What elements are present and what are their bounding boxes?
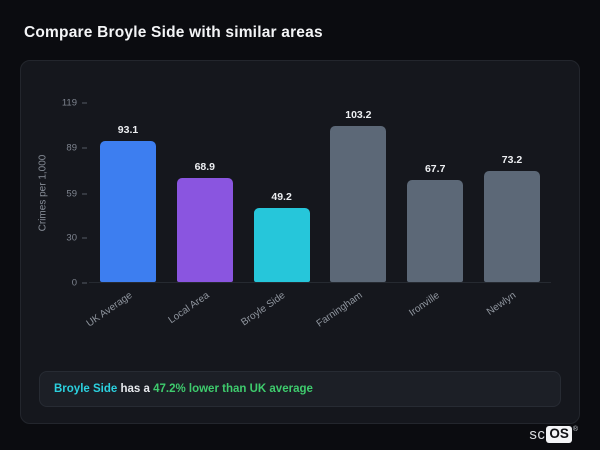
x-axis-label: Newlyn	[485, 290, 519, 318]
bar-ironville	[407, 179, 464, 282]
y-tick-label: 119	[62, 98, 87, 109]
x-axis-label: Local Area	[166, 290, 212, 327]
bar-value-label: 93.1	[117, 124, 139, 137]
tick-mark	[82, 147, 87, 149]
scos-logo: sc OS ®	[529, 426, 578, 443]
logo-text-box: OS	[546, 426, 572, 443]
x-axis-label: UK Average	[84, 290, 135, 330]
summary-area-name: Broyle Side	[54, 383, 118, 395]
x-axis-label: Broyle Side	[239, 290, 288, 329]
tick-mark	[82, 282, 87, 284]
summary-highlight-text: 47.2% lower than UK average	[153, 383, 313, 395]
tick-mark	[82, 193, 87, 195]
bar-newlyn	[483, 171, 540, 282]
y-axis: 0 30 59 89 119	[53, 98, 89, 289]
bar-group-local-area: 68.9 Local Area	[166, 103, 236, 326]
bar-value-label: 49.2	[271, 190, 292, 203]
bar-group-uk-average: 93.1 UK Average	[84, 103, 159, 330]
bar-uk-average	[100, 141, 156, 282]
y-tick-label: 89	[66, 143, 87, 154]
y-tick-label: 59	[66, 188, 87, 199]
bar-group-broyle-side: 49.2 Broyle Side	[240, 103, 313, 328]
bar-chart: Crimes per 1,000 0 30 59 89 119 93.1 UK Avera…	[21, 61, 579, 330]
bar-value-label: 67.7	[424, 162, 446, 175]
y-tick-label: 0	[72, 278, 87, 289]
bar-value-label: 103.2	[345, 108, 372, 121]
tick-mark	[82, 102, 87, 104]
bar-value-label: 68.9	[194, 160, 216, 173]
page-title: Compare Broyle Side with similar areas	[24, 24, 323, 41]
tick-mark	[82, 237, 87, 239]
bar-farningham	[330, 125, 387, 282]
y-tick-label: 30	[66, 232, 87, 243]
chart-card: Crimes per 1,000 0 30 59 89 119 93.1 UK Avera…	[20, 60, 580, 424]
bar-group-newlyn: 73.2 Newlyn	[481, 103, 543, 318]
bar-group-ironville: 67.7 Ironville	[404, 103, 466, 319]
bar-group-farningham: 103.2 Farningham	[315, 103, 389, 330]
logo-text-prefix: sc	[529, 426, 546, 443]
registered-trademark-icon: ®	[572, 426, 578, 433]
y-axis-title-wrap: Crimes per 1,000	[33, 103, 53, 283]
bar-local-area	[176, 177, 233, 282]
x-axis-label: Farningham	[314, 290, 365, 330]
plot-area: 93.1 UK Average 68.9 Local Area 49.2 Broyle S…	[84, 103, 551, 330]
x-axis-label: Ironville	[406, 290, 442, 319]
summary-callout: Broyle Side has a 47.2% lower than UK av…	[39, 371, 561, 407]
bar-broyle-side	[253, 207, 310, 282]
bar-value-label: 73.2	[501, 154, 523, 167]
y-axis-title: Crimes per 1,000	[37, 154, 49, 232]
summary-connector-text: has a	[117, 383, 154, 395]
